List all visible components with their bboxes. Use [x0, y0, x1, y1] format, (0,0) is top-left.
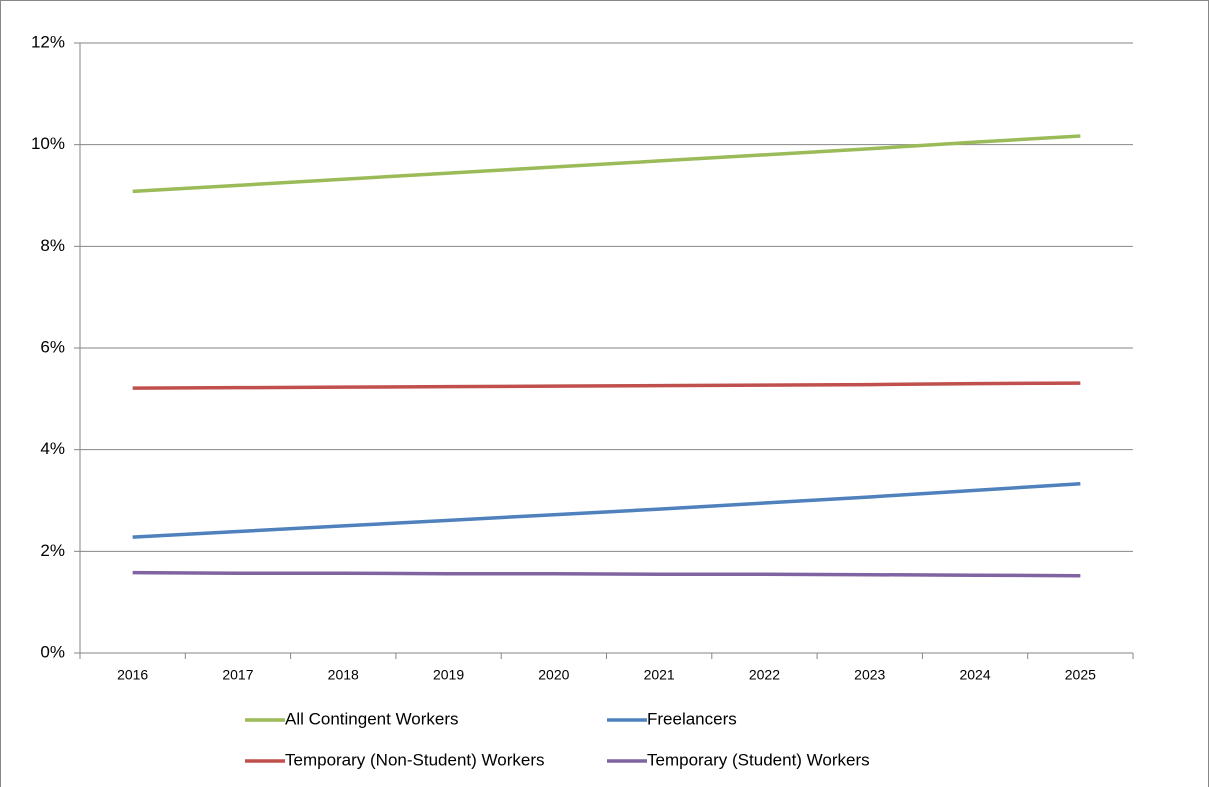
y-tick-label: 10% — [31, 134, 65, 153]
y-tick-label: 2% — [40, 541, 65, 560]
legend-label: Freelancers — [647, 709, 737, 728]
y-tick-label: 6% — [40, 337, 65, 356]
line-series — [132, 134, 1081, 194]
y-tick-label: 0% — [40, 642, 65, 661]
x-tick-label: 2022 — [749, 667, 780, 683]
x-tick-label: 2019 — [433, 667, 464, 683]
x-tick-label: 2024 — [959, 667, 990, 683]
legend-label: Temporary (Student) Workers — [647, 750, 870, 769]
x-tick-label: 2021 — [644, 667, 675, 683]
y-tick-label: 12% — [31, 32, 65, 51]
legend-label: Temporary (Non-Student) Workers — [285, 750, 545, 769]
x-tick-label: 2020 — [538, 667, 569, 683]
x-tick-label: 2018 — [328, 667, 359, 683]
y-tick-label: 8% — [40, 236, 65, 255]
y-tick-label: 4% — [40, 439, 65, 458]
x-tick-label: 2016 — [117, 667, 148, 683]
x-tick-label: 2023 — [854, 667, 885, 683]
line-series — [132, 570, 1081, 578]
line-series — [132, 481, 1081, 539]
line-series — [132, 381, 1081, 390]
x-tick-label: 2017 — [222, 667, 253, 683]
x-tick-label: 2025 — [1065, 667, 1096, 683]
legend-label: All Contingent Workers — [285, 709, 459, 728]
